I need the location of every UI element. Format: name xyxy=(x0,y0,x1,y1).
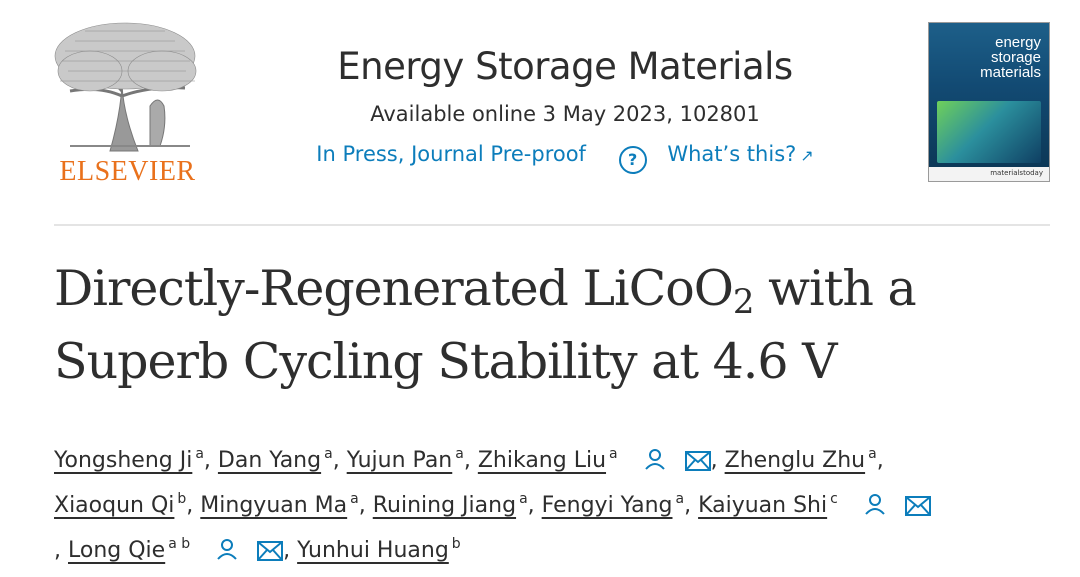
author-line: Yongsheng Ji a, Dan Yang a, Yujun Pan a, Zh… xyxy=(54,434,1064,479)
separator: , xyxy=(684,493,699,518)
cover-title-line: storage xyxy=(990,49,1041,66)
person-icon[interactable] xyxy=(643,445,667,485)
separator: , xyxy=(527,493,542,518)
in-press-link[interactable]: In Press, Journal Pre-proof xyxy=(316,142,586,166)
title-part: Directly-Regenerated LiCoO xyxy=(54,260,734,317)
whats-this-link[interactable]: What’s this? ↗ xyxy=(667,142,813,166)
affiliation-marker[interactable]: a xyxy=(195,446,204,462)
author-name[interactable]: Yunhui Huang xyxy=(297,538,449,563)
affiliation-marker[interactable]: a xyxy=(519,491,528,507)
title-part: with a xyxy=(753,260,917,317)
journal-cover[interactable]: energy storage materials materialstoday xyxy=(928,22,1050,182)
author-name[interactable]: Xiaoqun Qi xyxy=(54,493,175,518)
envelope-icon[interactable] xyxy=(904,490,931,530)
separator: , xyxy=(358,493,373,518)
availability-date: Available online 3 May 2023, 102801 xyxy=(370,102,760,126)
separator: , xyxy=(332,448,347,473)
affiliation-marker[interactable]: a xyxy=(350,491,359,507)
affiliation-marker[interactable]: a xyxy=(609,446,618,462)
author-line: Xiaoqun Qi b, Mingyuan Ma a, Ruining Jiang… xyxy=(54,479,1064,524)
affiliation-marker[interactable]: c xyxy=(830,491,838,507)
person-icon[interactable] xyxy=(863,490,887,530)
title-line-2: Superb Cycling Stability at 4.6 V xyxy=(54,333,837,390)
separator: , xyxy=(54,538,68,563)
author-name[interactable]: Kaiyuan Shi xyxy=(698,493,828,518)
question-circle-icon[interactable]: ? xyxy=(618,146,647,174)
author-name[interactable]: Yujun Pan xyxy=(346,448,453,473)
cover-imprint: materialstoday xyxy=(990,169,1043,177)
affiliation-marker[interactable]: a xyxy=(324,446,333,462)
affiliation-marker[interactable]: a b xyxy=(168,536,191,552)
author-name[interactable]: Ruining Jiang xyxy=(372,493,517,518)
separator: , xyxy=(463,448,478,473)
journal-header: Energy Storage Materials Available onlin… xyxy=(300,44,830,174)
header-divider xyxy=(54,224,1050,226)
separator: , xyxy=(203,448,218,473)
external-link-icon: ↗ xyxy=(800,146,814,165)
envelope-icon[interactable] xyxy=(684,445,711,485)
cover-title-line: materials xyxy=(980,64,1041,81)
tree-logo-icon xyxy=(54,22,197,152)
author-name[interactable]: Mingyuan Ma xyxy=(200,493,348,518)
cover-title: energy storage materials xyxy=(980,35,1041,80)
affiliation-marker[interactable]: b xyxy=(177,491,187,507)
author-name[interactable]: Yongsheng Ji xyxy=(54,448,193,473)
title-subscript: 2 xyxy=(732,282,755,322)
publisher-name: ELSEVIER xyxy=(59,156,196,187)
affiliation-marker[interactable]: a xyxy=(675,491,685,507)
affiliation-marker[interactable]: a xyxy=(455,446,464,462)
author-name[interactable]: Zhenglu Zhu xyxy=(724,448,866,473)
author-line: , Long Qie a b , Yunhui Huang b xyxy=(54,524,1064,569)
author-name[interactable]: Long Qie xyxy=(68,538,166,563)
affiliation-marker[interactable]: b xyxy=(451,536,461,552)
whats-this-label: What’s this? xyxy=(667,142,797,166)
journal-title[interactable]: Energy Storage Materials xyxy=(337,45,793,88)
author-list: Yongsheng Ji a, Dan Yang a, Yujun Pan a, Zh… xyxy=(54,434,1064,569)
author-name[interactable]: Zhikang Liu xyxy=(477,448,607,473)
affiliation-marker[interactable]: a xyxy=(868,446,877,462)
separator: , xyxy=(710,448,725,473)
author-name[interactable]: Dan Yang xyxy=(217,448,322,473)
author-name[interactable]: Fengyi Yang xyxy=(541,493,673,518)
envelope-icon[interactable] xyxy=(257,535,284,575)
person-icon[interactable] xyxy=(215,535,239,575)
separator: , xyxy=(186,493,201,518)
cover-footer: materialstoday xyxy=(929,167,1049,181)
elsevier-logo[interactable]: ELSEVIER xyxy=(50,16,205,190)
article-title: Directly-Regenerated LiCoO2 with a Superb… xyxy=(54,252,1054,398)
separator: , xyxy=(283,538,298,563)
cover-illustration xyxy=(937,101,1041,163)
status-row: In Press, Journal Pre-proof ? What’s thi… xyxy=(300,140,830,174)
separator: , xyxy=(876,448,884,473)
cover-title-line: energy xyxy=(995,34,1041,51)
